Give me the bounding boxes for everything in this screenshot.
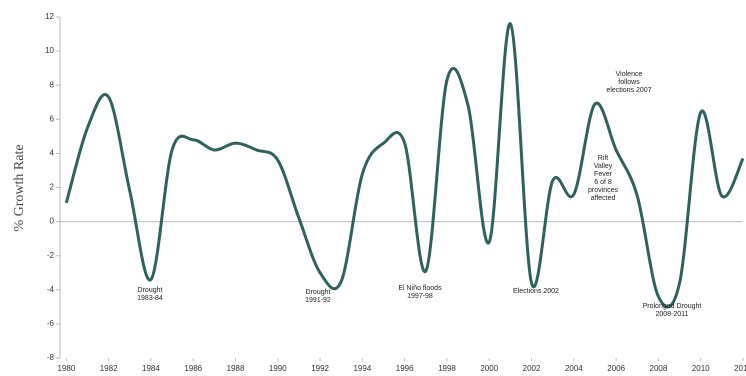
x-tick-label: 2000 xyxy=(480,364,498,373)
annotation: Fever xyxy=(594,171,613,178)
x-tick-label: 1992 xyxy=(311,364,329,373)
x-tick-label: 1982 xyxy=(100,364,118,373)
x-tick-label: 2002 xyxy=(523,364,541,373)
x-tick-label: 1984 xyxy=(142,364,160,373)
y-tick-label: 8 xyxy=(50,80,55,89)
annotation: 2008-2011 xyxy=(656,311,689,318)
x-tick-label: 2004 xyxy=(565,364,583,373)
annotation: Elections 2002 xyxy=(513,288,559,295)
annotation: 1991-92 xyxy=(305,297,331,304)
annotation: Prolonged Drought xyxy=(643,303,702,310)
x-tick-label: 1998 xyxy=(438,364,456,373)
annotation: 1983-84 xyxy=(137,295,163,302)
x-tick-label: 1986 xyxy=(184,364,202,373)
y-tick-label: 2 xyxy=(50,183,55,192)
x-tick-label: 1994 xyxy=(353,364,371,373)
x-tick-label: 1988 xyxy=(227,364,245,373)
y-tick-label: -4 xyxy=(47,285,55,294)
y-tick-label: 12 xyxy=(45,12,54,21)
x-tick-label: 1980 xyxy=(57,364,75,373)
data-line xyxy=(64,22,745,309)
y-tick-label: 6 xyxy=(50,114,55,123)
annotation: Rift xyxy=(598,155,609,162)
x-tick-label: 2012 xyxy=(734,364,746,373)
annotation: 1997-98 xyxy=(407,293,433,300)
y-tick-label: -6 xyxy=(47,319,55,328)
annotation: provinces xyxy=(588,187,618,194)
x-tick-label: 1996 xyxy=(396,364,414,373)
annotation: Drought xyxy=(138,287,163,294)
y-tick-label: 4 xyxy=(50,149,55,158)
y-tick-label: -2 xyxy=(47,251,55,260)
annotation: Valley xyxy=(594,163,613,170)
x-tick-label: 2006 xyxy=(607,364,625,373)
y-tick-label: 10 xyxy=(45,46,54,55)
annotation: elections 2007 xyxy=(606,87,651,94)
annotation: 6 of 8 xyxy=(594,179,612,186)
y-tick-label: 0 xyxy=(50,217,55,226)
annotation: El Niño floods xyxy=(398,285,442,292)
annotation: Violence xyxy=(616,71,643,78)
y-tick-label: -8 xyxy=(47,353,55,362)
x-tick-label: 2010 xyxy=(692,364,710,373)
annotation: follows xyxy=(618,79,640,86)
y-axis-label: % Growth Rate xyxy=(12,144,27,231)
annotation: Drought xyxy=(306,289,331,296)
x-tick-label: 1990 xyxy=(269,364,287,373)
x-tick-label: 2008 xyxy=(650,364,668,373)
annotation: affected xyxy=(591,195,616,202)
